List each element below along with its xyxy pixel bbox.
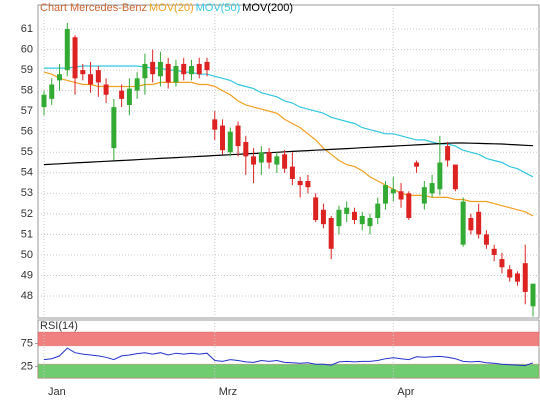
candle-body <box>95 70 101 83</box>
candle-body <box>297 181 303 186</box>
candle-body <box>514 273 520 282</box>
candle-body <box>57 74 63 81</box>
candle-body <box>313 197 319 221</box>
candle-body <box>390 189 396 194</box>
candle-body <box>235 125 241 147</box>
candle-body <box>375 203 381 218</box>
candle-body <box>530 283 536 307</box>
candle-body <box>126 88 132 106</box>
candle-body <box>165 63 171 83</box>
candle-body <box>522 263 528 292</box>
y-tick-label: 49 <box>21 269 33 281</box>
candle-body <box>188 65 194 75</box>
candle-body <box>72 37 78 79</box>
candle-body <box>41 94 47 108</box>
rsi-line <box>43 347 534 367</box>
candle-body <box>80 70 86 75</box>
candle-body <box>344 207 350 214</box>
y-tick-label: 48 <box>21 290 33 302</box>
candle-body <box>452 164 458 190</box>
candle-body <box>196 63 202 75</box>
candle-body <box>507 269 513 278</box>
candle-body <box>88 74 94 85</box>
candle-body <box>305 181 311 188</box>
moving-average <box>43 71 534 217</box>
candle-body <box>383 185 389 204</box>
moving-average <box>43 142 534 166</box>
candle-body <box>157 61 163 77</box>
y-tick-label: 53 <box>21 187 33 199</box>
x-tick-label: Mrz <box>219 386 237 398</box>
candle-body <box>204 61 210 71</box>
y-tick-label: 50 <box>21 249 33 261</box>
candle-body <box>134 78 140 91</box>
candle-body <box>328 217 334 249</box>
y-tick-label: 57 <box>21 105 33 117</box>
candle-body <box>258 152 264 163</box>
candle-body <box>64 29 70 71</box>
candle-body <box>181 63 187 75</box>
candle-body <box>336 209 342 227</box>
legend-items: MOV(20) MOV(50) MOV(200) <box>149 2 293 14</box>
candle-body <box>398 191 404 200</box>
rsi-band <box>37 331 540 347</box>
candle-body <box>212 119 218 130</box>
legend-entry: MOV(200) <box>242 2 293 14</box>
y-tick-label: 54 <box>21 167 33 179</box>
candle-body <box>499 259 505 268</box>
candle-body <box>111 107 117 149</box>
candle-body <box>491 248 497 255</box>
y-tick-label: 60 <box>21 43 33 55</box>
y-tick-label: 52 <box>21 208 33 220</box>
candle-body <box>421 187 427 204</box>
candle-body <box>251 156 257 165</box>
y-tick-label: 55 <box>21 146 33 158</box>
x-tick-label: Apr <box>397 386 414 398</box>
legend: Chart Mercedes-Benz MOV(20) MOV(50) MOV(200… <box>40 2 293 14</box>
candle-body <box>142 63 148 79</box>
candle-body <box>460 201 466 245</box>
candle-body <box>243 141 249 157</box>
candle-body <box>289 166 295 179</box>
candle-body <box>282 154 288 169</box>
main-frame <box>37 4 540 319</box>
candle-body <box>274 156 280 165</box>
x-tick-label: Jan <box>48 386 66 398</box>
candle-body <box>220 125 226 151</box>
candle-body <box>359 215 365 225</box>
rsi-tick-label: 25 <box>21 360 33 372</box>
y-tick-label: 61 <box>21 23 33 35</box>
candle-body <box>483 234 489 245</box>
candle-body <box>437 162 443 190</box>
moving-average <box>44 65 534 178</box>
y-tick-label: 58 <box>21 85 33 97</box>
candle-body <box>406 193 412 218</box>
y-tick-label: 56 <box>21 126 33 138</box>
candle-body <box>476 211 482 235</box>
candle-body <box>173 65 179 83</box>
candle-body <box>445 146 451 161</box>
rsi-title: RSI(14) <box>40 320 78 332</box>
rsi-tick-label: 75 <box>21 337 33 349</box>
candle-body <box>266 152 272 163</box>
candle-body <box>49 84 55 99</box>
candle-body <box>414 162 420 167</box>
rsi-band <box>37 363 540 379</box>
candle-body <box>119 90 125 99</box>
candle-body <box>150 61 156 75</box>
candle-body <box>320 209 326 225</box>
candle-body <box>103 84 109 95</box>
candle-body <box>468 217 474 231</box>
chart-title: Chart Mercedes-Benz <box>40 2 147 14</box>
y-tick-label: 51 <box>21 228 33 240</box>
candle-body <box>227 131 233 153</box>
legend-entry: MOV(50) <box>196 2 241 14</box>
candle-body <box>429 183 435 194</box>
legend-entry: MOV(20) <box>149 2 194 14</box>
candle-body <box>351 211 357 221</box>
candle-body <box>367 217 373 227</box>
y-tick-label: 59 <box>21 64 33 76</box>
